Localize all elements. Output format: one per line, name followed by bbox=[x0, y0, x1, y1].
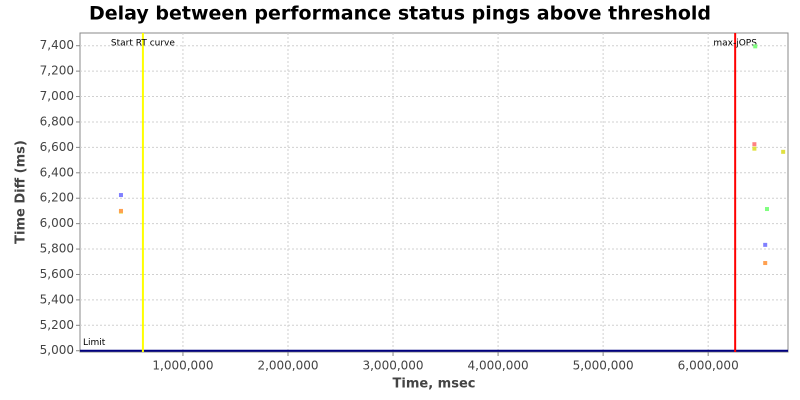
point bbox=[753, 44, 758, 49]
chart-title: Delay between performance status pings a… bbox=[89, 3, 711, 25]
y-axis-label: Time Diff (ms) bbox=[14, 140, 29, 244]
y-tick-label: 5,400 bbox=[40, 292, 74, 306]
y-tick-label: 6,400 bbox=[40, 165, 74, 179]
x-tick-label: 3,000,000 bbox=[362, 359, 423, 373]
point bbox=[118, 208, 123, 213]
y-tick-label: 6,200 bbox=[40, 191, 74, 205]
point bbox=[752, 142, 757, 147]
point bbox=[752, 146, 757, 151]
x-tick-label: 1,000,000 bbox=[152, 359, 213, 373]
marker-label: Start RT curve bbox=[111, 39, 175, 49]
x-tick-label: 4,000,000 bbox=[468, 359, 529, 373]
y-tick-label: 6,000 bbox=[40, 216, 74, 230]
x-axis-label: Time, msec bbox=[393, 377, 476, 392]
y-tick-label: 5,600 bbox=[40, 267, 74, 281]
y-tick-label: 6,800 bbox=[40, 114, 74, 128]
y-tick-label: 5,200 bbox=[40, 318, 74, 332]
point bbox=[781, 149, 786, 154]
x-tick-label: 6,000,000 bbox=[678, 359, 739, 373]
y-tick-label: 6,600 bbox=[40, 140, 74, 154]
point bbox=[763, 242, 768, 247]
plot-area bbox=[79, 32, 789, 353]
point bbox=[763, 261, 768, 266]
marker-label: Limit bbox=[83, 338, 106, 348]
x-tick-label: 5,000,000 bbox=[573, 359, 634, 373]
marker-label: max-jOPS bbox=[713, 39, 757, 49]
y-tick-label: 7,200 bbox=[40, 64, 74, 78]
y-tick-label: 5,000 bbox=[40, 343, 74, 357]
y-tick-label: 5,800 bbox=[40, 242, 74, 256]
y-tick-label: 7,000 bbox=[40, 89, 74, 103]
point bbox=[764, 207, 769, 212]
x-tick-label: 2,000,000 bbox=[257, 359, 318, 373]
y-tick-label: 7,400 bbox=[40, 38, 74, 52]
point bbox=[118, 193, 123, 198]
